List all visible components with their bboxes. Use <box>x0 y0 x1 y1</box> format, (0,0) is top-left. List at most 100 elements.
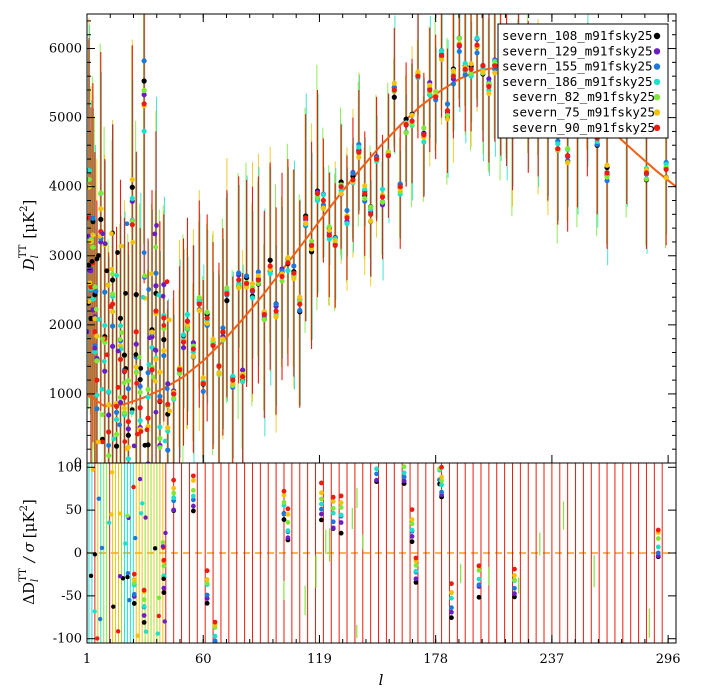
data-point <box>344 215 350 221</box>
data-point <box>131 443 137 449</box>
residual-point <box>330 519 336 525</box>
data-point <box>102 322 108 329</box>
data-point <box>444 101 451 107</box>
residual-point <box>135 633 140 638</box>
data-point <box>468 70 474 77</box>
data-point <box>391 94 397 100</box>
data-point <box>141 128 147 134</box>
legend-marker <box>653 48 661 55</box>
data-point <box>216 370 222 376</box>
legend-box <box>497 23 669 139</box>
legend-marker <box>653 63 661 70</box>
data-point <box>157 424 163 430</box>
data-point <box>356 149 362 155</box>
top-y-axis-label: DlTT [μK2] <box>18 200 41 272</box>
data-point <box>261 316 267 323</box>
data-point <box>604 162 610 168</box>
data-point <box>121 409 128 416</box>
data-point <box>297 301 303 307</box>
residual-point <box>95 636 100 641</box>
residual-point <box>190 503 196 509</box>
data-point <box>92 349 98 355</box>
data-point <box>153 283 159 289</box>
data-point <box>261 311 267 318</box>
data-point <box>362 183 368 189</box>
residual-point <box>190 493 196 499</box>
data-point <box>326 232 332 238</box>
data-point <box>110 323 116 329</box>
residual-point <box>125 570 131 576</box>
data-point <box>196 307 202 314</box>
data-point <box>604 178 610 184</box>
x-tick-label: 119 <box>307 652 332 667</box>
data-point <box>111 436 117 442</box>
data-point <box>109 271 115 277</box>
top-y-label-sup: TT <box>18 244 29 258</box>
data-point <box>450 73 457 79</box>
data-point <box>243 273 250 279</box>
data-point <box>326 224 332 230</box>
residual-point <box>281 511 287 517</box>
residual-point <box>161 563 167 569</box>
residual-point <box>476 582 482 588</box>
data-point <box>157 393 163 399</box>
data-point <box>147 335 152 341</box>
residual-point <box>437 451 442 456</box>
residual-point <box>330 505 336 511</box>
residual-point <box>204 577 210 582</box>
residual-point <box>125 574 130 580</box>
residual-point <box>99 545 105 551</box>
data-point <box>156 292 162 298</box>
data-point <box>285 268 291 274</box>
data-point <box>344 221 350 227</box>
data-point <box>291 270 297 276</box>
data-point <box>149 367 155 373</box>
residual-point <box>402 457 407 462</box>
residual-point <box>285 528 291 534</box>
data-point <box>90 244 96 250</box>
data-point <box>110 291 116 297</box>
data-point <box>486 83 492 90</box>
data-point <box>141 78 147 84</box>
residual-point <box>449 581 454 587</box>
residual-point <box>374 477 379 483</box>
data-point <box>129 176 135 183</box>
data-point <box>204 320 210 326</box>
data-point <box>87 167 92 173</box>
data-point <box>180 339 187 345</box>
data-point <box>157 445 163 450</box>
data-point <box>438 52 445 59</box>
residual-point <box>141 597 147 603</box>
data-point <box>379 194 386 200</box>
data-point <box>164 279 170 285</box>
residual-point <box>131 591 137 597</box>
y-tick-label: -50 <box>61 589 82 604</box>
data-point <box>220 325 226 331</box>
data-point <box>133 352 139 357</box>
data-point <box>145 386 151 393</box>
residual-point <box>338 505 344 510</box>
data-point <box>100 336 106 342</box>
data-point <box>125 456 131 462</box>
data-point <box>165 447 171 453</box>
data-point <box>200 375 206 381</box>
data-point <box>118 243 124 249</box>
data-point <box>267 257 273 263</box>
bottom-plot-data <box>87 451 676 643</box>
residual-point <box>437 458 442 463</box>
residual-point <box>98 616 103 622</box>
data-point <box>106 412 112 418</box>
y-tick-label: 0 <box>74 546 82 561</box>
data-point <box>119 330 125 335</box>
data-point <box>368 211 374 217</box>
legend-entry-label: severn_186_m91fsky25 <box>502 74 653 89</box>
residual-point <box>212 638 218 643</box>
y-tick-label: 5000 <box>49 111 82 126</box>
residual-point <box>131 601 137 606</box>
data-point <box>161 281 167 288</box>
data-point <box>165 425 171 431</box>
data-point <box>171 391 177 397</box>
residual-point <box>413 555 419 561</box>
residual-point <box>655 544 661 550</box>
residual-point <box>123 541 128 546</box>
